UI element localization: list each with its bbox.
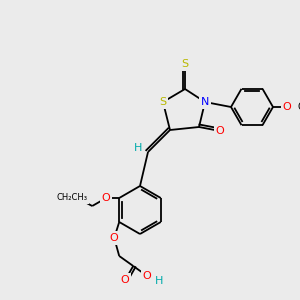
Text: S: S [159,97,167,107]
Text: O: O [110,233,118,243]
Text: O: O [143,271,152,281]
Text: O: O [121,275,130,285]
Text: O: O [216,126,224,136]
Text: O: O [102,193,111,203]
Text: H: H [134,143,142,153]
Text: O: O [283,102,291,112]
Text: S: S [182,59,189,69]
Text: CH₃: CH₃ [298,102,300,112]
Text: H: H [155,276,164,286]
Text: CH₂CH₃: CH₂CH₃ [57,194,88,202]
Text: N: N [201,97,209,107]
